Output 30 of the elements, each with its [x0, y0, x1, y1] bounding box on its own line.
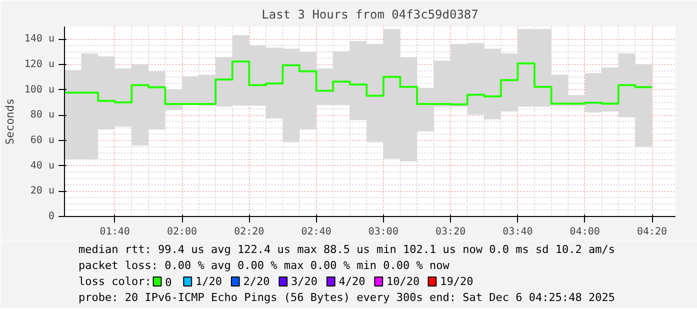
- y-tick-label: 60 u: [30, 135, 55, 146]
- y-tick-label: 80 u: [30, 110, 55, 121]
- y-tick-label: 140 u: [24, 34, 55, 45]
- legend-label: 19/20: [440, 275, 474, 288]
- x-tick-label: 02:00: [166, 226, 198, 238]
- chart-title: Last 3 Hours from 04f3c59d0387: [262, 8, 478, 22]
- x-tick-label: 03:00: [368, 226, 398, 238]
- text: packet loss: 0.00 % avg 0.00 % max 0.00 % min 0.00 % now: [78, 259, 450, 272]
- legend-label: 2/20: [243, 275, 270, 288]
- x-tick-label: 04:20: [636, 226, 668, 238]
- x-tick-label: 03:40: [502, 226, 533, 238]
- legend-label: 3/20: [291, 275, 318, 288]
- legend-label: 0: [165, 276, 172, 289]
- y-tick-label: 20 u: [30, 186, 55, 197]
- x-tick-label: 04:00: [570, 226, 600, 238]
- x-tick-label: 02:20: [234, 226, 264, 238]
- legend-title: loss color:: [78, 275, 152, 288]
- y-axis-title: Seconds: [3, 98, 16, 145]
- y-tick-label: 40 u: [30, 160, 55, 172]
- y-tick-label: 120 u: [24, 59, 55, 70]
- legend-label: 4/20: [338, 275, 366, 288]
- x-tick-label: 02:40: [301, 226, 332, 238]
- x-tick-label: 01:40: [100, 226, 130, 238]
- text: probe: 20 IPv6-ICMP Echo Pings (56 Bytes) every 300s end: Sat Dec 6 04:25:48 2025: [78, 291, 615, 304]
- text: median rtt: 99.4 us avg 122.4 us max 88.5 us min 102.1 us now 0.0 ms sd 10.2 am/s: [78, 243, 615, 256]
- y-tick-label: 0: [48, 211, 55, 222]
- y-tick-label: 100 u: [24, 84, 55, 96]
- legend-label: 10/20: [386, 275, 420, 288]
- x-tick-label: 03:20: [436, 226, 466, 238]
- legend-label: 1/20: [196, 275, 222, 288]
